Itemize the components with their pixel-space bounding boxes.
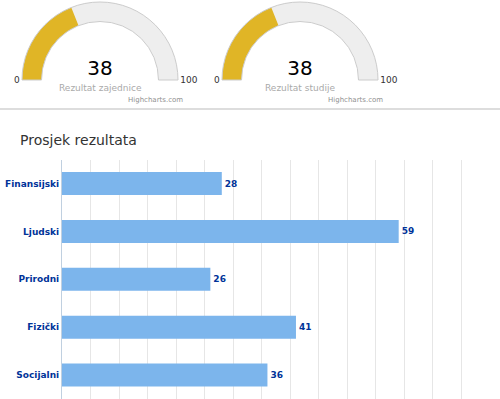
svg-text:100: 100 <box>180 75 197 85</box>
svg-text:36: 36 <box>270 370 283 380</box>
svg-text:Highcharts.com: Highcharts.com <box>328 96 383 104</box>
svg-text:Prosjek rezultata: Prosjek rezultata <box>20 132 137 148</box>
svg-text:Rezultat studije: Rezultat studije <box>265 83 335 93</box>
svg-text:59: 59 <box>402 226 415 236</box>
svg-text:41: 41 <box>299 322 312 332</box>
svg-text:Prirodni: Prirodni <box>19 274 60 284</box>
svg-text:0: 0 <box>214 75 220 85</box>
svg-text:0: 0 <box>14 75 20 85</box>
svg-text:38: 38 <box>87 56 112 80</box>
svg-text:Highcharts.com: Highcharts.com <box>128 96 183 104</box>
svg-text:Socijalni: Socijalni <box>16 370 59 380</box>
svg-text:28: 28 <box>225 179 238 189</box>
svg-text:Fizički: Fizički <box>27 322 59 332</box>
svg-text:38: 38 <box>287 56 312 80</box>
svg-text:Rezultat zajednice: Rezultat zajednice <box>59 83 142 93</box>
svg-text:Finansijski: Finansijski <box>5 179 59 189</box>
svg-text:100: 100 <box>380 75 397 85</box>
svg-text:26: 26 <box>213 274 226 284</box>
svg-text:Ljudski: Ljudski <box>23 227 59 237</box>
